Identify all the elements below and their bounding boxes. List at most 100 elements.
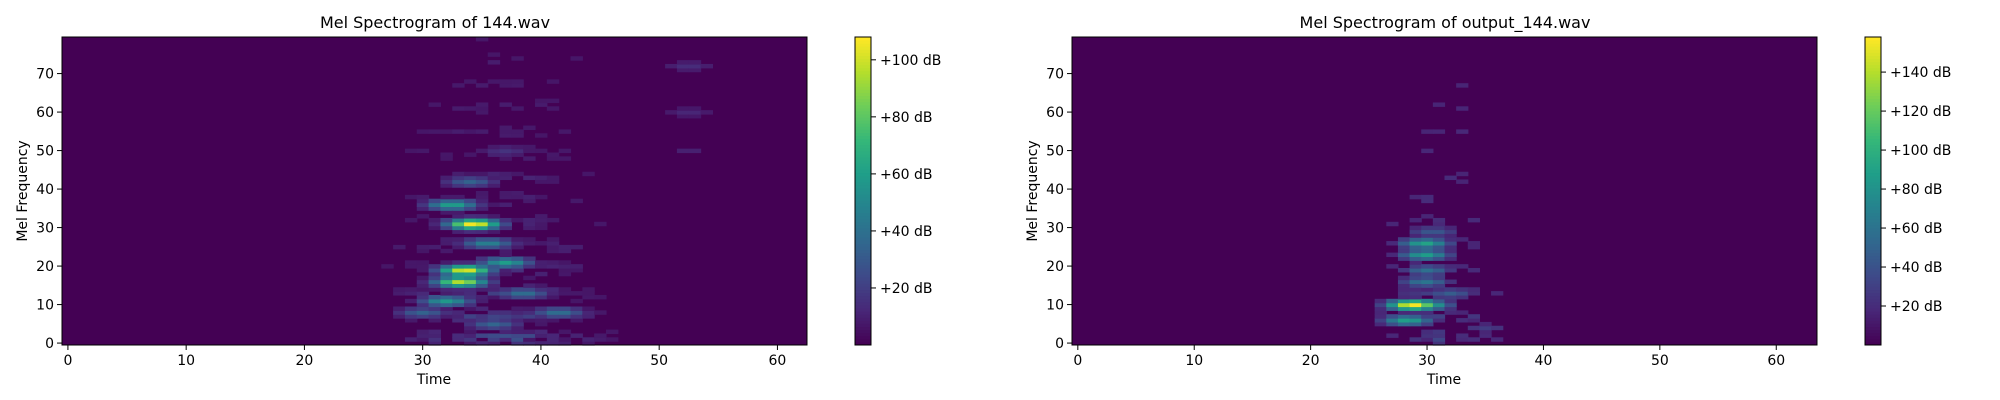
colorbar-segment xyxy=(855,178,871,183)
heatmap-cell xyxy=(1374,321,1387,327)
heatmap-cell xyxy=(1397,302,1411,308)
heatmap-cell xyxy=(464,329,477,335)
heatmap-cell xyxy=(440,221,453,227)
heatmap-cell xyxy=(570,306,583,311)
plot-frame xyxy=(1071,36,1818,346)
heatmap-cell xyxy=(487,217,501,223)
heatmap-cell xyxy=(428,221,442,227)
colorbar-segment xyxy=(1865,311,1881,315)
heatmap-cell xyxy=(1444,244,1457,250)
colorbar-segment xyxy=(855,132,871,137)
heatmap-cell xyxy=(1456,337,1469,342)
colorbar-segment xyxy=(855,89,871,93)
heatmap-cell xyxy=(393,244,406,250)
colorbar-segment xyxy=(855,55,871,60)
heatmap-cell xyxy=(404,318,418,323)
heatmap-cell xyxy=(511,264,524,269)
heatmap-cell xyxy=(1374,314,1387,319)
heatmap-cell xyxy=(1421,302,1434,308)
heatmap-cell xyxy=(487,183,501,188)
heatmap-cell xyxy=(1432,283,1446,288)
heatmap-cell xyxy=(428,329,442,335)
colorbar-segment xyxy=(1865,308,1881,312)
heatmap-cell xyxy=(1409,229,1422,234)
heatmap-cell xyxy=(499,268,512,273)
heatmap-cell xyxy=(1456,287,1469,292)
heatmap-cell xyxy=(464,244,477,250)
y-tick-label: 0 xyxy=(45,336,54,352)
colorbar-segment xyxy=(855,150,871,155)
colorbar-segment xyxy=(855,255,871,260)
heatmap-cell xyxy=(499,175,512,181)
heatmap-cell xyxy=(1491,325,1504,331)
colorbar-segment xyxy=(1865,154,1881,158)
heatmap-cell xyxy=(475,241,489,246)
colorbar-segment xyxy=(1865,95,1881,100)
colorbar-segment xyxy=(1865,261,1881,266)
x-tick-label: 30 xyxy=(414,353,432,369)
heatmap-cell xyxy=(546,175,560,181)
colorbar-tick-label: +40 dB xyxy=(1890,260,1943,276)
heatmap-cell xyxy=(499,225,512,231)
heatmap-cell xyxy=(487,171,501,177)
x-axis-ticks: 0 10 20 30 40 50 60 xyxy=(1073,345,1785,369)
heatmap-cell xyxy=(535,221,548,227)
colorbar-segment xyxy=(855,92,871,97)
heatmap-cell xyxy=(1467,244,1481,250)
heatmap-cell xyxy=(475,271,489,277)
heatmap-cell xyxy=(404,194,418,200)
colorbar-segment xyxy=(855,181,871,186)
heatmap-cell xyxy=(1456,179,1469,184)
heatmap-cell xyxy=(1444,256,1457,261)
colorbar-segment xyxy=(855,147,871,152)
colorbar-segment xyxy=(1865,104,1881,109)
heatmap-cell xyxy=(416,294,430,300)
heatmap-cell xyxy=(676,114,690,119)
colorbar-segment xyxy=(1865,181,1881,186)
heatmap-cell xyxy=(582,291,595,296)
colorbar-segment xyxy=(1865,274,1881,278)
heatmap-cell xyxy=(1397,252,1411,258)
heatmap-cell xyxy=(558,341,572,346)
heatmap-cell xyxy=(1397,256,1411,261)
colorbar-segment xyxy=(1865,129,1881,133)
heatmap-cell xyxy=(511,148,524,154)
heatmap-cell xyxy=(452,210,465,215)
y-tick-label: 50 xyxy=(1046,144,1064,160)
heatmap-cell xyxy=(452,106,465,111)
heatmap-cell xyxy=(1421,198,1434,204)
colorbar-segment xyxy=(855,169,871,174)
heatmap-cell xyxy=(416,283,430,288)
colorbar-tick-label: +80 dB xyxy=(1890,182,1943,198)
heatmap-cell xyxy=(1479,329,1492,335)
heatmap-cell xyxy=(464,221,477,227)
colorbar-segment xyxy=(1865,221,1881,226)
colorbar-segment xyxy=(1865,172,1881,177)
heatmap-cell xyxy=(1467,268,1481,273)
heatmap-cell xyxy=(1421,306,1434,311)
colorbar-segment xyxy=(1865,55,1881,60)
y-tick-label: 40 xyxy=(36,182,54,198)
heatmap-cell xyxy=(1409,241,1422,246)
heatmap-cell xyxy=(523,225,536,231)
heatmap-cell xyxy=(440,241,453,246)
heatmap-cell xyxy=(452,298,465,304)
heatmap-cell xyxy=(464,264,477,269)
heatmap-cell xyxy=(558,314,572,319)
colorbar-segment xyxy=(1865,194,1881,198)
heatmap-cell xyxy=(428,275,442,281)
heatmap-cell xyxy=(452,241,465,246)
heatmap-cell xyxy=(688,106,702,111)
heatmap-cell xyxy=(1432,329,1446,335)
heatmap-cell xyxy=(1409,283,1422,288)
heatmap-cell xyxy=(570,56,583,61)
colorbar-segment xyxy=(1865,218,1881,223)
heatmap-cell xyxy=(1409,271,1422,277)
heatmap-cell xyxy=(582,287,595,292)
colorbar-segment xyxy=(1865,160,1881,164)
colorbar-segment xyxy=(1865,243,1881,247)
y-tick-label: 70 xyxy=(1046,67,1064,83)
colorbar-segment xyxy=(855,261,871,266)
heatmap-cell xyxy=(511,260,524,265)
heatmap-cell xyxy=(487,294,501,300)
